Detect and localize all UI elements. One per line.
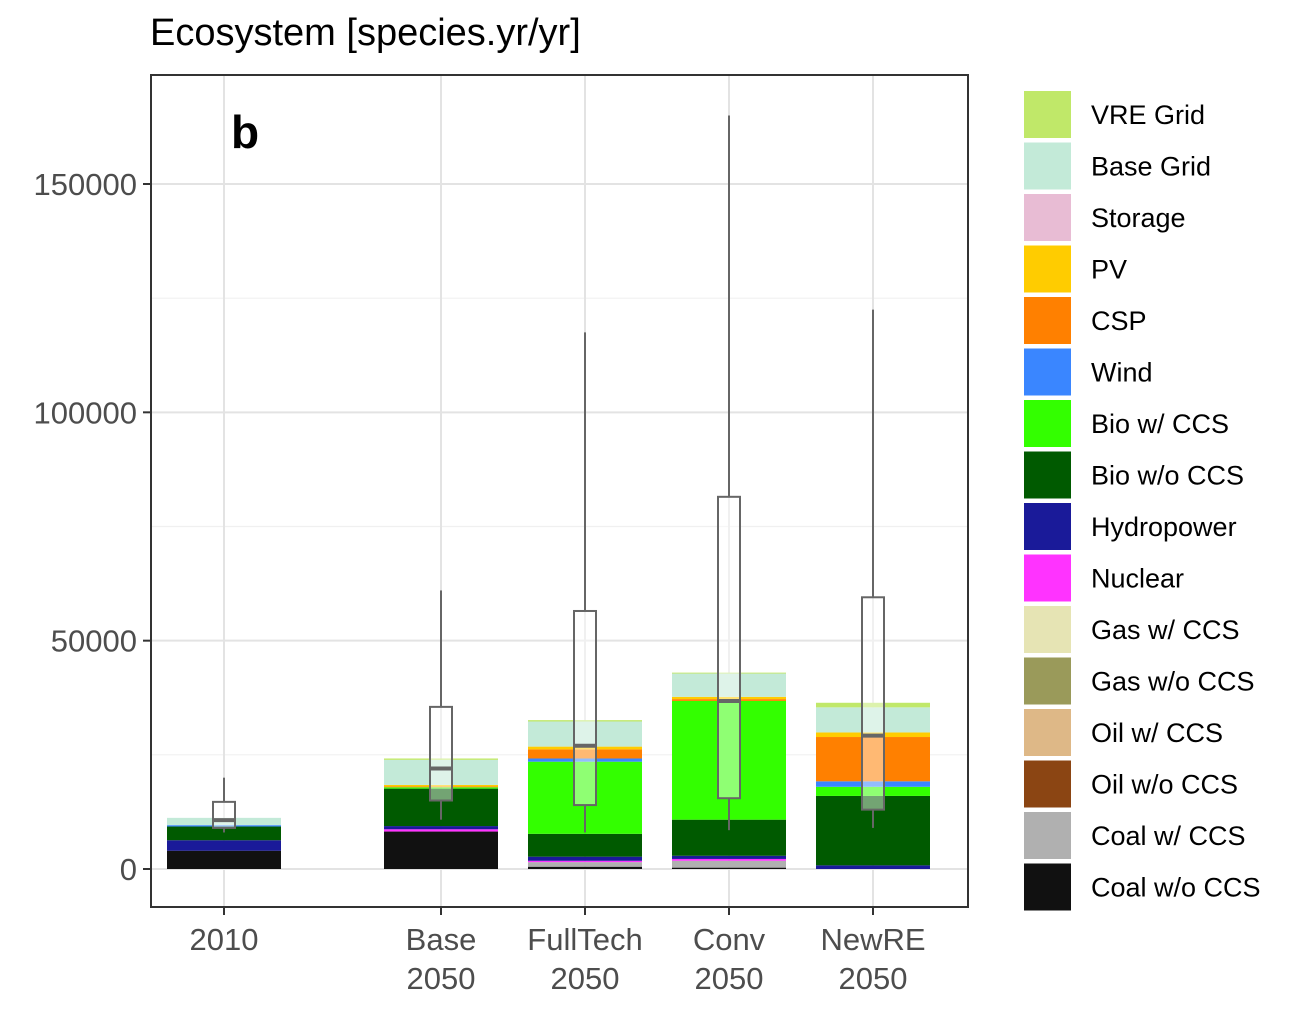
- box-iqr: [573, 609, 597, 807]
- legend-swatch: [1024, 142, 1071, 190]
- legend-label: CSP: [1091, 306, 1147, 336]
- legend-swatch: [1024, 348, 1071, 396]
- legend-swatch: [1024, 400, 1071, 447]
- bar-segment: [167, 840, 281, 851]
- chart-title: Ecosystem [species.yr/yr]: [150, 12, 581, 54]
- legend-label: Coal w/o CCS: [1091, 873, 1261, 903]
- legend-swatch: [1024, 709, 1071, 756]
- bar-segment: [672, 858, 786, 861]
- bar-segment: [528, 860, 642, 863]
- y-tick-label: 150000: [34, 167, 137, 202]
- legend-label: Storage: [1091, 203, 1186, 233]
- x-tick-label: Base: [406, 922, 477, 957]
- x-tick-label: 2050: [407, 961, 476, 996]
- bar-segment: [384, 758, 498, 760]
- bar-segment: [816, 795, 930, 866]
- legend-swatch: [1024, 606, 1071, 653]
- plot-border: [150, 74, 969, 908]
- panel-letter: b: [231, 106, 259, 158]
- legend-label: VRE Grid: [1091, 100, 1205, 130]
- x-tick-label: 2050: [695, 961, 764, 996]
- bar-segment: [384, 831, 498, 869]
- legend-label: Nuclear: [1091, 564, 1184, 594]
- bar-segment: [672, 673, 786, 697]
- bar-segment: [528, 746, 642, 750]
- legend-label: Bio w/ CCS: [1091, 409, 1229, 439]
- legend-label: Oil w/o CCS: [1091, 770, 1238, 800]
- x-tick-label: Conv: [693, 922, 766, 957]
- legend-label: Oil w/ CCS: [1091, 718, 1223, 748]
- bars-layer: [167, 672, 930, 869]
- bar-segment: [816, 737, 930, 782]
- legend-label: Gas w/ CCS: [1091, 615, 1240, 645]
- legend-swatch: [1024, 451, 1071, 499]
- bar-segment: [384, 829, 498, 832]
- axis-layer: 0 50000 100000 150000 2010 Base 2050 FullTech 20…: [34, 167, 926, 996]
- bar-segment: [384, 786, 498, 788]
- legend-label: PV: [1091, 255, 1127, 285]
- legend-label: Wind: [1091, 358, 1153, 388]
- legend-swatch: [1024, 812, 1071, 859]
- legend-swatch: [1024, 503, 1071, 550]
- bar-segment: [384, 784, 498, 787]
- x-tick-label: FullTech: [527, 922, 642, 957]
- y-tick-label: 100000: [34, 395, 137, 430]
- x-tick-label: 2050: [551, 961, 620, 996]
- legend-swatch: [1024, 760, 1071, 808]
- legend-label: Bio w/o CCS: [1091, 461, 1244, 491]
- bar-segment: [672, 855, 786, 859]
- y-tick-label: 0: [120, 852, 137, 887]
- y-tick-label: 50000: [51, 624, 137, 659]
- bar-segment: [816, 781, 930, 787]
- legend-label: Hydropower: [1091, 512, 1237, 542]
- legend-swatch: [1024, 194, 1071, 241]
- bar-segment: [672, 867, 786, 869]
- bar-segment: [528, 720, 642, 722]
- legend-swatch: [1024, 657, 1071, 705]
- bar-segment: [167, 825, 281, 827]
- box-iqr: [717, 495, 741, 800]
- legend: VRE Grid Base Grid Storage PV CSP Wind Bio w/ …: [1024, 91, 1261, 911]
- bar-segment: [528, 833, 642, 857]
- box-iqr: [429, 705, 453, 802]
- box-iqr: [212, 800, 236, 829]
- bar-segment: [528, 721, 642, 747]
- legend-label: Coal w/ CCS: [1091, 821, 1246, 851]
- legend-swatch: [1024, 554, 1071, 602]
- legend-swatch: [1024, 297, 1071, 344]
- bar-segment: [672, 672, 786, 674]
- bar-segment: [816, 865, 930, 869]
- bar-segment: [384, 787, 498, 789]
- x-tick-label: 2050: [839, 961, 908, 996]
- bar-segment: [384, 759, 498, 785]
- bar-segment: [528, 862, 642, 867]
- x-tick-label: 2010: [190, 922, 259, 957]
- legend-swatch: [1024, 245, 1071, 293]
- legend-swatch: [1024, 863, 1071, 911]
- legend-label: Gas w/o CCS: [1091, 667, 1255, 697]
- bar-segment: [384, 826, 498, 830]
- bar-segment: [672, 860, 786, 868]
- bar-segment: [167, 850, 281, 869]
- boxplot-layer: [212, 115, 885, 833]
- bar-segment: [816, 702, 930, 708]
- legend-swatch: [1024, 91, 1071, 138]
- bar-segment: [816, 786, 930, 796]
- x-tick-label: NewRE: [820, 922, 925, 957]
- bar-segment: [816, 707, 930, 733]
- bar-segment: [672, 696, 786, 700]
- bar-segment: [528, 749, 642, 759]
- bar-segment: [528, 856, 642, 861]
- box-iqr: [861, 596, 885, 811]
- bar-segment: [167, 826, 281, 841]
- legend-label: Base Grid: [1091, 152, 1211, 182]
- bar-segment: [528, 866, 642, 869]
- bar-segment: [528, 758, 642, 762]
